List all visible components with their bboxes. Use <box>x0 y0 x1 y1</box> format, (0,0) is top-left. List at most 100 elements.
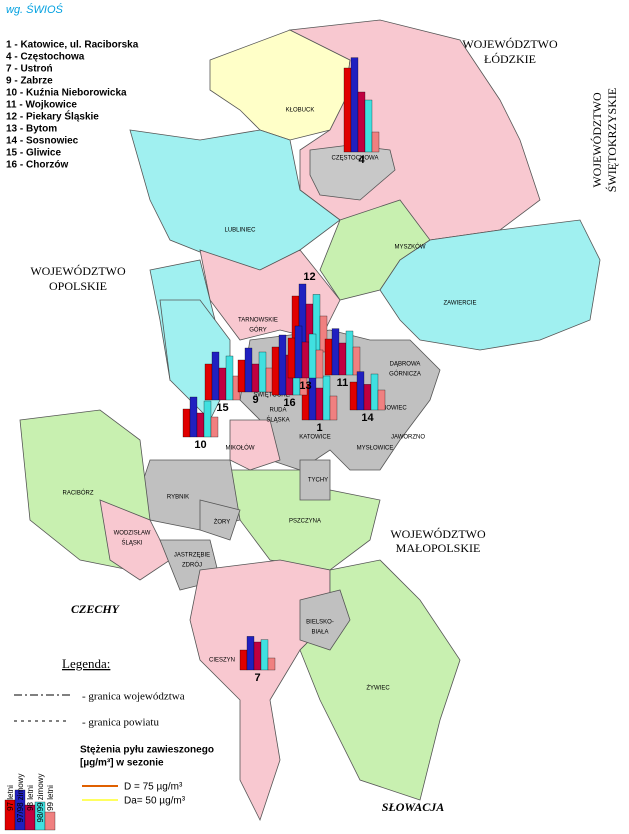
legend-series: 97 letni <box>6 785 15 811</box>
bar <box>196 412 205 438</box>
county-name: ZAWIERCIE <box>443 301 476 307</box>
region-name: MAŁOPOLSKIE <box>396 541 481 555</box>
bar <box>329 395 338 421</box>
bar <box>301 341 310 379</box>
station-list-item: 11 - Wojkowice <box>6 100 77 111</box>
station-list-item: 4 - Częstochowa <box>6 52 85 63</box>
station-label: 1 <box>316 422 322 434</box>
station-label: 13 <box>299 380 311 392</box>
county-name: ZDRÓJ <box>182 562 202 569</box>
station-label: 10 <box>194 439 206 451</box>
legend-series: 97/98 zimowy <box>16 774 25 823</box>
bar <box>364 99 373 153</box>
county-name: ŚLĄSKI <box>121 539 142 547</box>
station-list-item: 10 - Kuźnia Nieborowicka <box>6 88 127 99</box>
county-name: KATOWICE <box>299 435 330 441</box>
bar <box>204 363 213 401</box>
bar <box>218 367 227 401</box>
station-label: 14 <box>361 412 374 424</box>
station-list-item: 16 - Chorzów <box>6 160 68 171</box>
legend-item: - granica powiatu <box>82 717 159 729</box>
station-list-item: 9 - Zabrze <box>6 76 53 87</box>
bar <box>370 373 379 411</box>
bar <box>244 347 253 393</box>
bar <box>338 342 347 376</box>
county-name: ŻYWIEC <box>366 685 390 692</box>
county-name: CIESZYN <box>209 658 235 664</box>
county-name: PSZCZYNA <box>289 519 321 525</box>
region-name: ŁÓDZKIE <box>484 52 536 66</box>
bar <box>239 649 248 671</box>
station-list-item: 15 - Gliwice <box>6 148 61 159</box>
bar <box>237 359 246 393</box>
county-name: WODZISŁAW <box>114 531 151 537</box>
bar <box>246 636 255 671</box>
bar <box>260 639 269 671</box>
bar <box>203 400 212 438</box>
bar <box>349 381 358 411</box>
county-name: RUDA <box>269 408 286 414</box>
legend-title: Legenda: <box>62 656 110 671</box>
county-name: MYSŁOWICE <box>357 446 394 452</box>
region-name: WOJEWÓDZTWO <box>390 527 486 541</box>
region-name: WOJEWÓDZTWO <box>30 264 126 278</box>
region-name: SŁOWACJA <box>382 800 444 814</box>
bar <box>345 330 354 376</box>
bar <box>294 325 303 379</box>
bar <box>189 396 198 438</box>
region-name: ŚWIĘTOKRZYSKIE <box>605 88 619 192</box>
bar <box>315 387 324 421</box>
bar <box>371 131 380 153</box>
legend-item: [µg/m³] w sezonie <box>80 758 164 769</box>
legend-series: 98/99 zimowy <box>36 774 45 823</box>
legend-item: Da= 50 µg/m³ <box>124 796 186 807</box>
region-name: WOJEWÓDZTWO <box>590 92 604 188</box>
bar <box>182 408 191 438</box>
bar <box>287 337 296 379</box>
station-list-item: 13 - Bytom <box>6 124 57 135</box>
county-name: ŻORY <box>214 519 231 526</box>
bar <box>211 351 220 401</box>
legend-series: 98 letni <box>26 785 35 811</box>
station-label: 12 <box>303 271 315 283</box>
bar <box>357 91 366 153</box>
bar <box>258 351 267 393</box>
station-label: 15 <box>216 402 228 414</box>
region-name: WOJEWÓDZTWO <box>462 37 558 51</box>
station-list-item: 7 - Ustroń <box>6 64 53 75</box>
station-list-item: 14 - Sosnowiec <box>6 136 79 147</box>
county-name: RYBNIK <box>167 495 189 501</box>
legend-series: 99 letni <box>46 785 55 811</box>
bar <box>377 389 386 411</box>
bar <box>352 346 361 376</box>
station-label: 9 <box>252 394 258 406</box>
county-name: TARNOWSKIE <box>238 318 278 324</box>
bar <box>267 657 276 671</box>
source: wg. ŚWIOŚ <box>6 3 64 16</box>
county-name: LUBLINIEC <box>224 228 256 234</box>
bar <box>350 57 359 153</box>
region-name: OPOLSKIE <box>49 279 107 293</box>
bar <box>308 333 317 379</box>
bar <box>324 338 333 376</box>
legend-item: Stężenia pyłu zawieszonego <box>80 745 214 756</box>
region-name: CZECHY <box>71 602 121 616</box>
bar <box>319 315 328 353</box>
county-name: TYCHY <box>308 478 328 484</box>
county-name: SOSNOWIEC <box>369 406 407 412</box>
county-name: MYSZKÓW <box>395 244 426 251</box>
bar <box>278 334 287 396</box>
bar <box>225 355 234 401</box>
bar <box>343 67 352 153</box>
station-label: 16 <box>283 397 295 409</box>
county-name: CZĘSTOCHOWA <box>331 156 378 162</box>
county-name: GÓRY <box>249 327 267 334</box>
county-name: ŚLĄSKA <box>266 416 289 424</box>
legend-item: - granica województwa <box>82 691 185 703</box>
bar <box>356 371 365 411</box>
station-list-item: 1 - Katowice, ul. Raciborska <box>6 40 139 51</box>
bar <box>251 363 260 393</box>
county-name: JASTRZĘBIE <box>174 553 210 559</box>
county-name: GÓRNICZA <box>389 371 421 378</box>
